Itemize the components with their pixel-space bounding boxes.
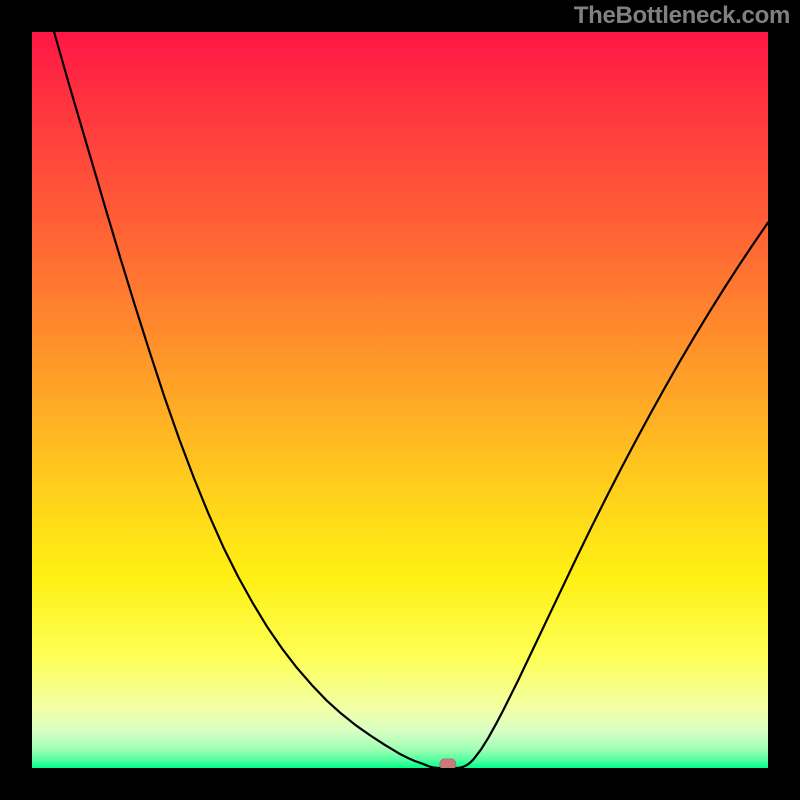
optimum-marker — [440, 759, 456, 768]
plot-svg — [32, 32, 768, 768]
watermark-text: TheBottleneck.com — [574, 2, 790, 30]
plot-area — [32, 32, 768, 768]
